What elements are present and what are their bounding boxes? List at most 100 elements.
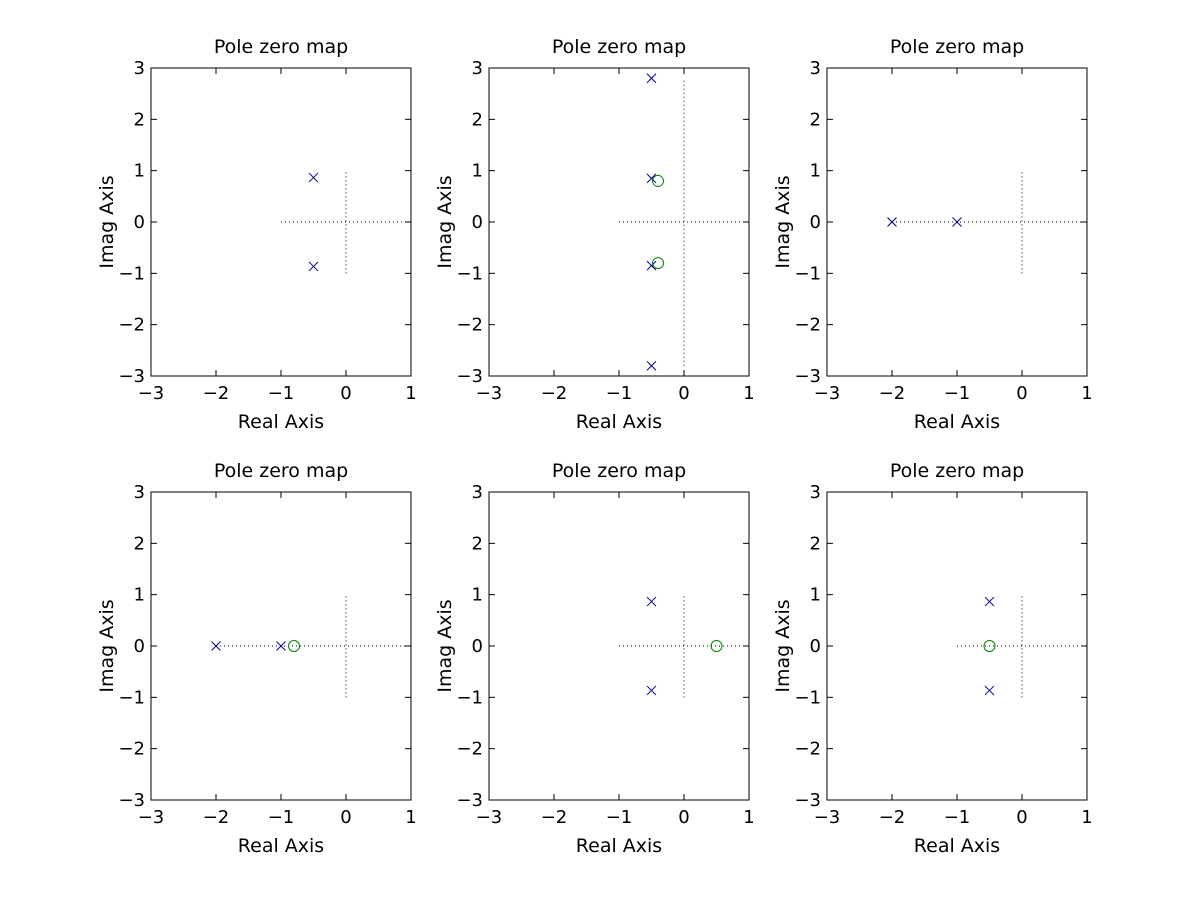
x-tick-label: 1 [743, 807, 754, 828]
x-axis-label: Real Axis [914, 411, 1000, 433]
x-tick-label: 0 [1016, 383, 1027, 404]
y-tick-label: −3 [118, 790, 145, 811]
y-tick-label: 2 [810, 533, 821, 554]
y-tick-label: 0 [134, 212, 145, 233]
y-tick-label: −2 [794, 739, 821, 760]
x-tick-label: −1 [268, 807, 295, 828]
pole-marker-stroke [984, 685, 995, 696]
pole-marker [211, 641, 221, 651]
y-tick-label: −1 [794, 263, 821, 284]
subplot-4: −3 −2 −1 0 1 3 2 1 0 −1 −2 −3 Pole zero map Real Axis… [96, 460, 417, 857]
zero-marker [652, 257, 664, 270]
subplot-title: Pole zero map [214, 36, 348, 58]
x-tick-label: −1 [944, 807, 971, 828]
y-tick-label: −3 [794, 790, 821, 811]
y-tick-label: 3 [134, 482, 145, 503]
pole-marker-stroke [646, 73, 657, 84]
y-tick-label: 0 [472, 636, 483, 657]
x-axis-label: Real Axis [914, 835, 1000, 857]
x-axis-label: Real Axis [238, 835, 324, 857]
x-tick-label: −3 [138, 383, 165, 404]
pole-marker-stroke [276, 641, 286, 651]
x-tick-label: −2 [541, 383, 568, 404]
subplot-3: −3 −2 −1 0 1 3 2 1 0 −1 −2 −3 Pole zero map Real Axis… [772, 36, 1093, 433]
x-tick-label: −3 [814, 807, 841, 828]
x-tick-label: 1 [1081, 383, 1092, 404]
x-tick-label: −2 [879, 383, 906, 404]
x-tick-label: −3 [814, 383, 841, 404]
y-tick-label: −2 [118, 315, 145, 336]
y-tick-label: −2 [456, 315, 483, 336]
pole-marker-stroke [646, 596, 657, 607]
pole-marker-stroke [887, 217, 897, 227]
y-axis-label: Imag Axis [96, 175, 118, 268]
x-tick-label: 0 [340, 383, 351, 404]
pole-marker-stroke [211, 641, 221, 651]
y-tick-label: 2 [472, 533, 483, 554]
pole-marker [646, 73, 657, 84]
y-tick-label: −3 [456, 790, 483, 811]
y-tick-label: −1 [118, 263, 145, 284]
x-tick-label: −1 [268, 383, 295, 404]
pole-marker [646, 685, 657, 696]
y-tick-label: −1 [456, 687, 483, 708]
y-tick-label: 0 [810, 212, 821, 233]
y-tick-label: 0 [472, 212, 483, 233]
x-tick-label: −1 [606, 807, 633, 828]
y-tick-label: 0 [810, 636, 821, 657]
x-tick-label: −3 [476, 807, 503, 828]
y-tick-label: 3 [810, 58, 821, 79]
y-tick-label: −3 [456, 366, 483, 387]
y-axis-label: Imag Axis [434, 599, 456, 692]
pole-marker-stroke [952, 217, 962, 227]
subplot-title: Pole zero map [552, 36, 686, 58]
y-tick-label: 3 [810, 482, 821, 503]
y-tick-label: 1 [810, 161, 821, 182]
pole-marker [984, 596, 995, 607]
pole-marker [646, 596, 657, 607]
x-tick-label: −1 [944, 383, 971, 404]
zero-marker [983, 640, 996, 652]
x-tick-label: 1 [1081, 807, 1092, 828]
y-tick-label: −2 [794, 315, 821, 336]
pole-marker [984, 685, 995, 696]
pole-marker [646, 360, 657, 371]
y-tick-label: 1 [134, 585, 145, 606]
x-tick-label: 0 [340, 807, 351, 828]
x-tick-label: −2 [203, 383, 230, 404]
x-tick-label: −1 [606, 383, 633, 404]
subplot-title: Pole zero map [890, 36, 1024, 58]
pole-marker-stroke [308, 172, 319, 183]
y-tick-label: −1 [794, 687, 821, 708]
pole-marker-stroke [308, 261, 319, 272]
pole-marker-stroke [646, 173, 657, 184]
x-tick-label: −2 [541, 807, 568, 828]
x-tick-label: 1 [405, 807, 416, 828]
pole-marker [308, 261, 319, 272]
x-axis-label: Real Axis [576, 411, 662, 433]
subplot-2: −3 −2 −1 0 1 3 2 1 0 −1 −2 −3 Pole zero map Real Axis… [434, 36, 755, 433]
y-tick-label: 1 [472, 161, 483, 182]
y-axis-label: Imag Axis [772, 175, 794, 268]
x-tick-label: 1 [743, 383, 754, 404]
pole-marker [308, 172, 319, 183]
pole-marker [276, 641, 286, 651]
y-tick-label: 3 [472, 482, 483, 503]
x-tick-label: −3 [476, 383, 503, 404]
subplot-title: Pole zero map [890, 460, 1024, 482]
subplot-6: −3 −2 −1 0 1 3 2 1 0 −1 −2 −3 Pole zero map Real Axis… [772, 460, 1093, 857]
y-tick-label: −1 [456, 263, 483, 284]
subplot-1: −3 −2 −1 0 1 3 2 1 0 −1 −2 −3 Pole zero map Real Axis… [96, 36, 417, 433]
x-tick-label: 0 [678, 807, 689, 828]
y-tick-label: −3 [118, 366, 145, 387]
pole-marker [646, 173, 657, 184]
y-tick-label: 2 [810, 109, 821, 130]
zero-marker [652, 174, 664, 187]
pole-marker [952, 217, 962, 227]
y-tick-label: −2 [456, 739, 483, 760]
x-tick-label: 0 [1016, 807, 1027, 828]
y-tick-label: 0 [134, 636, 145, 657]
pole-marker-stroke [984, 596, 995, 607]
y-tick-label: −3 [794, 366, 821, 387]
